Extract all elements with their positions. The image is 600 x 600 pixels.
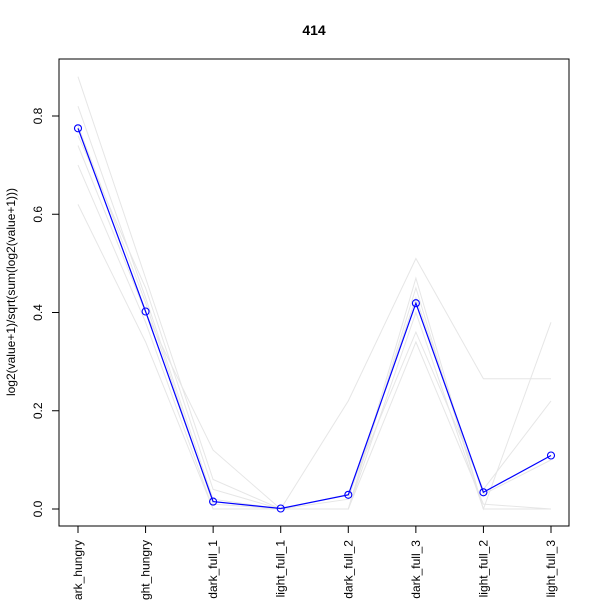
background-series-line-7 [77,125,552,510]
data-point-light_hungry [141,307,150,316]
background-series-line-4 [77,145,551,510]
x-tick-label-dark_hungry: dark_hungry [71,540,85,600]
highlighted-series [73,124,556,513]
y-tick-label-2: 0.4 [31,304,45,321]
highlight-series-line [77,128,552,510]
x-tick-label-dark_full_2: dark_full_2 [341,540,355,599]
x-tick-label-light_full_3: light_full_3 [544,540,558,598]
y-tick-label-3: 0.6 [31,206,45,223]
y-axis-label: log2(value+1)/sqrt(sum(log2(value+1))) [4,188,18,396]
y-axis: 0.0 0.2 0.4 0.6 0.8 [31,107,60,517]
background-series-line-5 [77,164,552,510]
y-tick-label-4: 0.8 [31,107,45,124]
y-tick-label-1: 0.2 [31,402,45,419]
data-point-dark_full_1 [209,497,218,506]
y-tick-label-0: 0.0 [31,500,45,517]
data-point-light_full_2 [479,488,488,497]
data-point-light_full_1 [276,504,285,513]
x-tick-label-dark_full_1: dark_full_1 [206,540,220,599]
data-point-dark_full_3 [411,299,420,308]
x-tick-label-light_full_1: light_full_1 [274,540,288,598]
background-series-line-6 [77,204,552,510]
x-axis: dark_hungry light_hungry dark_full_1 light_… [71,525,558,600]
background-series [77,76,552,511]
data-point-dark_full_2 [344,490,353,499]
background-series-line-2 [77,106,551,510]
chart-title: 414 [302,22,326,38]
x-tick-label-dark_full_3: dark_full_3 [409,540,423,599]
x-tick-label-light_full_2: light_full_2 [476,540,490,598]
data-point-light_full_3 [546,451,556,460]
data-point-dark_hungry [73,124,83,133]
background-series-line-1 [77,76,551,510]
x-tick-label-light_hungry: light_hungry [139,540,153,600]
